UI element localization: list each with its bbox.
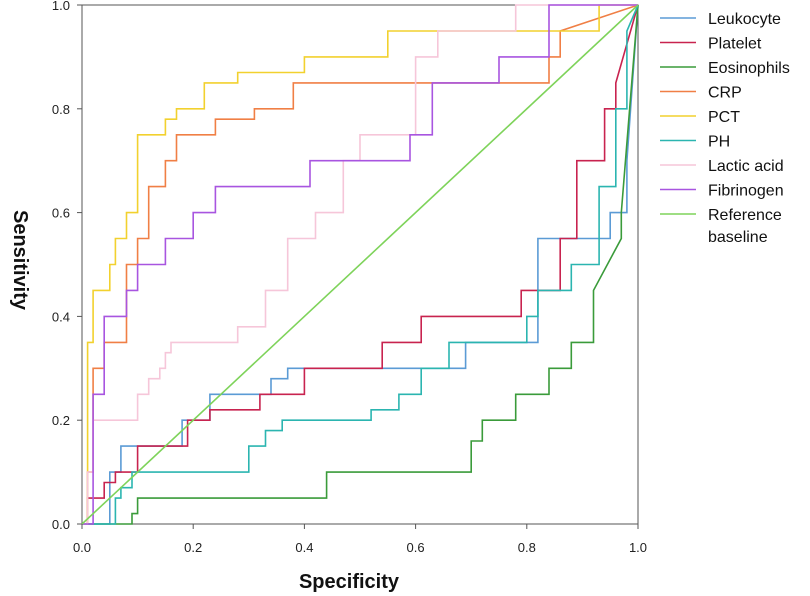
series-line-fibrinogen [82, 4, 638, 525]
y-tick-label: 0.4 [52, 309, 70, 324]
series-line-crp [82, 4, 639, 525]
legend: Leukocyte Platelet Eosinophils CRP PCT PH Lact… [660, 11, 790, 246]
y-axis-title: Sensitivity [9, 210, 31, 311]
y-tick-label: 0.6 [52, 206, 70, 221]
x-tick-label: 0.4 [295, 540, 313, 555]
legend-label-leukocyte: Leukocyte [708, 11, 781, 28]
series-line-ph [82, 4, 639, 525]
legend-label-pct: PCT [708, 109, 740, 126]
series-line-platelet [82, 4, 639, 525]
y-tick-label: 0.8 [52, 102, 70, 117]
x-tick-label: 1.0 [629, 540, 647, 555]
legend-label-ph: PH [708, 134, 730, 151]
y-tick-label: 0.2 [52, 413, 70, 428]
y-tick-label: 1.0 [52, 0, 70, 13]
x-tick-label: 0.6 [407, 540, 425, 555]
legend-label-platelet: Platelet [708, 36, 762, 53]
legend-label-lactic-acid: Lactic acid [708, 158, 784, 175]
series-line-reference-baseline [81, 4, 639, 525]
series-line-lactic-acid [82, 4, 638, 525]
legend-label-fibrinogen: Fibrinogen [708, 183, 784, 200]
legend-label-eosinophils: Eosinophils [708, 60, 790, 77]
x-axis-title: Specificity [299, 571, 400, 593]
legend-label-crp: CRP [708, 85, 742, 102]
legend-label-reference-baseline: Reference baseline [708, 207, 782, 246]
ticks-layer: 0.0 0.2 0.4 0.6 0.8 1.0 0.0 0.2 0.4 0.6 0.8 1.0 [52, 0, 647, 555]
series-line-leukocyte [82, 4, 639, 525]
series-layer [81, 4, 639, 525]
x-tick-label: 0.0 [73, 540, 91, 555]
x-tick-label: 0.8 [518, 540, 536, 555]
x-tick-label: 0.2 [184, 540, 202, 555]
y-tick-label: 0.0 [52, 517, 70, 532]
series-line-pct [82, 4, 638, 525]
series-line-eosinophils [82, 4, 639, 525]
